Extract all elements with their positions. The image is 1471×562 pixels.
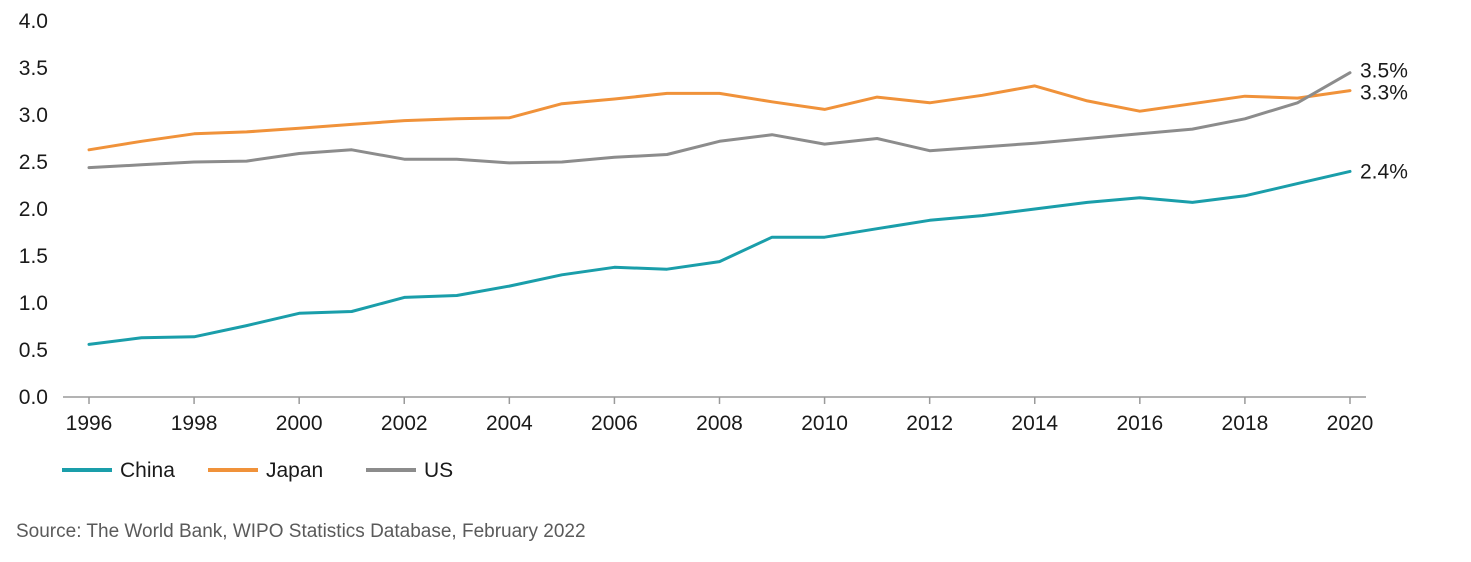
x-tick-label: 2020 xyxy=(1327,412,1374,435)
y-tick-label: 3.5 xyxy=(19,57,48,80)
end-label-us: 3.5% xyxy=(1360,60,1408,83)
series-line-china xyxy=(87,169,1352,346)
y-tick-label: 2.5 xyxy=(19,151,48,174)
end-label-japan: 3.3% xyxy=(1360,82,1408,105)
x-tick-label: 2006 xyxy=(591,412,638,435)
x-tick-label: 2010 xyxy=(801,412,848,435)
x-axis: 1996 1998 2000 2002 2004 2006 2008 2010 2012 2014… xyxy=(63,396,1374,435)
x-tick-label: 2012 xyxy=(906,412,953,435)
series-lines xyxy=(87,71,1352,346)
x-tick-label: 2014 xyxy=(1011,412,1058,435)
y-axis: 0.0 0.5 1.0 1.5 2.0 2.5 3.0 3.5 4.0 xyxy=(19,10,48,409)
x-tick-label: 1996 xyxy=(66,412,113,435)
legend-label: US xyxy=(424,459,453,482)
y-tick-label: 1.5 xyxy=(19,245,48,268)
legend-label: China xyxy=(120,459,175,482)
x-tick-label: 2008 xyxy=(696,412,743,435)
x-tick-label: 2002 xyxy=(381,412,428,435)
y-tick-label: 4.0 xyxy=(19,10,48,33)
y-tick-label: 0.5 xyxy=(19,339,48,362)
legend-item-us: US xyxy=(366,459,453,482)
x-tick-label: 1998 xyxy=(171,412,218,435)
end-labels: 2.4% 3.3%3.5% xyxy=(1360,60,1408,184)
legend: China Japan US xyxy=(62,459,453,482)
y-tick-label: 0.0 xyxy=(19,386,48,409)
x-tick-label: 2016 xyxy=(1116,412,1163,435)
x-tick-label: 2000 xyxy=(276,412,323,435)
y-tick-label: 3.0 xyxy=(19,104,48,127)
source-note: Source: The World Bank, WIPO Statistics … xyxy=(16,521,586,542)
series-line-japan xyxy=(87,84,1352,152)
line-chart: 0.0 0.5 1.0 1.5 2.0 2.5 3.0 3.5 4.0 1996 1998 2000… xyxy=(19,10,1408,482)
x-tick-label: 2004 xyxy=(486,412,533,435)
y-tick-label: 2.0 xyxy=(19,198,48,221)
legend-item-china: China xyxy=(62,459,175,482)
legend-label: Japan xyxy=(266,459,323,482)
legend-item-japan: Japan xyxy=(208,459,323,482)
series-line-us xyxy=(87,71,1352,170)
y-tick-label: 1.0 xyxy=(19,292,48,315)
x-tick-label: 2018 xyxy=(1222,412,1269,435)
end-label-china: 2.4% xyxy=(1360,160,1408,183)
